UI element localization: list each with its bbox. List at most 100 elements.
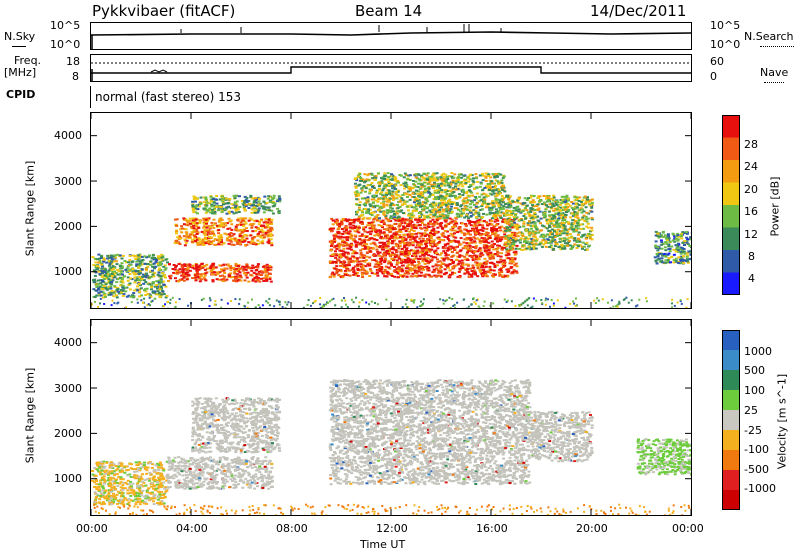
xtick-2: 08:00 <box>276 522 308 535</box>
power-cb-swatch-0 <box>722 115 740 138</box>
power-cb-swatch-4 <box>722 205 740 228</box>
power-near-range-scatter <box>91 296 689 308</box>
nsky-tick-low: 10^0 <box>50 38 81 51</box>
power-cb-swatch-3 <box>722 182 740 206</box>
velocity-cb-label: Velocity [m s^-1] <box>775 373 789 470</box>
power-cb-tick-20: 20 <box>744 183 758 196</box>
power-feature-5 <box>353 172 507 220</box>
nsky-line <box>12 46 26 47</box>
power-cb-swatch-2 <box>722 160 740 183</box>
nsky-label: N.Sky <box>4 30 36 43</box>
velocity-cb-tick-m500: -500 <box>744 463 769 476</box>
power-cb-swatch-6 <box>722 250 740 273</box>
power-panel <box>90 112 692 309</box>
xlabel: Time UT <box>360 538 406 551</box>
velocity-cb-tick-25: 25 <box>744 404 758 417</box>
nsky-trace <box>91 24 691 49</box>
power-cb-label: Power [dB] <box>768 176 782 237</box>
power-axis-ticks <box>91 113 691 308</box>
velocity-cb-swatch-5 <box>722 430 740 451</box>
power-cb-tick-8: 8 <box>748 250 755 263</box>
velocity-ytick-3000: 3000 <box>54 382 82 395</box>
power-heatmap <box>91 113 691 308</box>
velocity-cb-swatch-4 <box>722 410 740 431</box>
power-cb-tick-28: 28 <box>744 138 758 151</box>
xtick-6: 00:00 <box>672 522 704 535</box>
freq-panel <box>90 54 692 82</box>
nsky-tick-high: 10^5 <box>50 19 81 32</box>
power-cb-tick-24: 24 <box>744 160 758 173</box>
power-feature-7 <box>653 230 691 265</box>
velocity-cb-swatch-1 <box>722 350 740 371</box>
power-colorbar <box>722 115 740 295</box>
date-title: 14/Dec/2011 <box>590 2 687 20</box>
nsearch-label: N.Search <box>744 30 794 43</box>
velocity-cb-swatch-7 <box>722 470 740 491</box>
power-feature-6 <box>503 194 594 251</box>
power-ytick-4000: 4000 <box>54 129 82 142</box>
velocity-cb-tick-m25: -25 <box>744 424 762 437</box>
xtick-1: 04:00 <box>176 522 208 535</box>
velocity-feature-2 <box>191 397 282 454</box>
nave-tick-high: 60 <box>710 55 724 68</box>
xtick-4: 16:00 <box>476 522 508 535</box>
power-cb-tick-12: 12 <box>744 228 758 241</box>
power-feature-2 <box>173 217 274 247</box>
velocity-ytick-1000: 1000 <box>54 472 82 485</box>
nave-label: Nave <box>760 66 789 79</box>
nave-tick-low: 0 <box>710 70 717 83</box>
velocity-cb-swatch-3 <box>722 390 740 411</box>
power-feature-3 <box>191 194 282 215</box>
power-feature-0 <box>91 253 169 299</box>
nsearch-dots <box>760 46 794 47</box>
velocity-cb-tick-500: 500 <box>744 364 765 377</box>
power-ytick-3000: 3000 <box>54 175 82 188</box>
velocity-ytick-4000: 4000 <box>54 336 82 349</box>
velocity-feature-4 <box>528 410 594 463</box>
velocity-near-range-scatter <box>93 503 691 515</box>
freq-tick-high: 18 <box>66 55 80 68</box>
nsearch-tick-high: 10^5 <box>710 19 741 32</box>
velocity-cb-swatch-8 <box>722 490 740 510</box>
velocity-ylabel: Slant Range [km] <box>23 367 37 464</box>
nsky-panel <box>90 22 692 50</box>
freq-label: Freq. <box>14 54 42 67</box>
power-cb-tick-4: 4 <box>748 272 755 285</box>
power-ylabel: Slant Range [km] <box>23 160 37 257</box>
velocity-cb-tick-100: 100 <box>744 384 765 397</box>
power-cb-swatch-7 <box>722 272 740 295</box>
beam-title: Beam 14 <box>355 2 423 20</box>
velocity-panel <box>90 319 692 516</box>
power-ytick-2000: 2000 <box>54 220 82 233</box>
velocity-feature-1 <box>166 456 274 490</box>
velocity-cb-tick-1000: 1000 <box>744 345 772 358</box>
cpid-bar: normal (fast stereo) 153 <box>90 86 691 108</box>
xtick-5: 20:00 <box>576 522 608 535</box>
velocity-ytick-2000: 2000 <box>54 427 82 440</box>
freq-tick-low: 8 <box>72 70 79 83</box>
velocity-heatmap <box>91 320 691 515</box>
velocity-colorbar <box>722 330 740 510</box>
power-cb-swatch-5 <box>722 227 740 251</box>
xtick-3: 12:00 <box>376 522 408 535</box>
power-ytick-1000: 1000 <box>54 265 82 278</box>
power-cb-tick-16: 16 <box>744 205 758 218</box>
velocity-feature-5 <box>636 438 691 476</box>
velocity-cb-swatch-0 <box>722 330 740 351</box>
velocity-cb-tick-m100: -100 <box>744 443 769 456</box>
power-feature-4 <box>328 217 519 279</box>
nave-dots <box>764 82 784 83</box>
velocity-feature-0 <box>91 460 169 506</box>
nsearch-tick-low: 10^0 <box>710 38 741 51</box>
cpid-text: normal (fast stereo) 153 <box>95 90 242 104</box>
freq-unit-label: [MHz] <box>4 66 37 79</box>
cpid-label: CPID <box>6 88 36 101</box>
velocity-cb-swatch-2 <box>722 370 740 391</box>
power-feature-1 <box>167 262 273 283</box>
velocity-cb-swatch-6 <box>722 450 740 471</box>
xtick-0: 00:00 <box>76 522 108 535</box>
velocity-feature-3 <box>328 379 532 486</box>
power-cb-swatch-1 <box>722 137 740 161</box>
velocity-axis-ticks <box>91 320 691 515</box>
radar-title: Pykkvibaer (fitACF) <box>92 2 236 20</box>
